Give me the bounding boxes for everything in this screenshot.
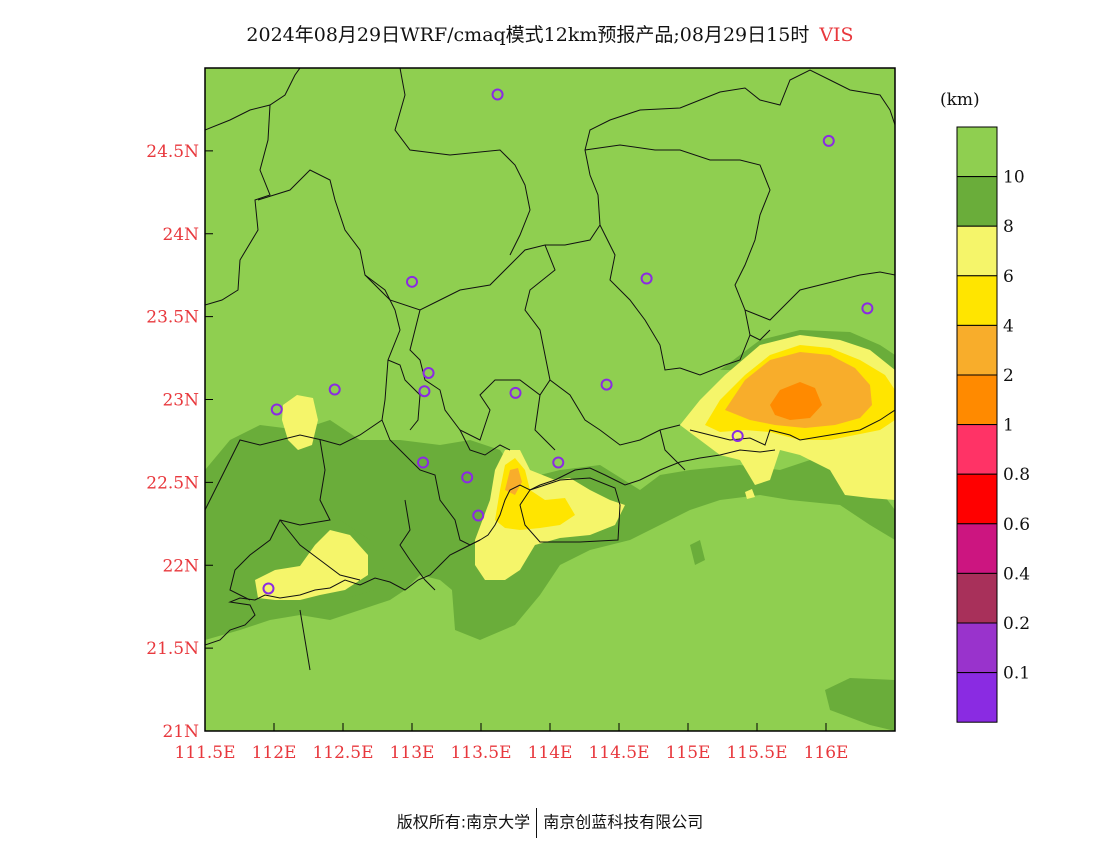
longitude-axis: 111.5E 112E 112.5E 113E 113.5E 114E 114.5E 115E… bbox=[174, 723, 848, 763]
colorbar-swatch bbox=[956, 572, 998, 624]
station-marker bbox=[262, 582, 275, 595]
colorbar: 10 8 6 4 2 1 0.8 0.6 0.4 0.2 0.1 bbox=[956, 126, 1030, 723]
lat-label: 21N bbox=[162, 722, 199, 742]
lon-label: 112E bbox=[252, 743, 297, 763]
zone-vis-8-small bbox=[690, 540, 705, 565]
zone-vis-2-center bbox=[505, 468, 522, 495]
colorbar-swatch bbox=[956, 374, 998, 426]
colorbar-label: 4 bbox=[1003, 316, 1014, 336]
colorbar-swatch bbox=[956, 424, 998, 475]
lon-label: 115.5E bbox=[726, 743, 787, 763]
station-marker bbox=[418, 385, 431, 398]
colorbar-swatch bbox=[956, 176, 998, 227]
zone-vis-6-west-blob bbox=[282, 395, 318, 450]
colorbar-swatch bbox=[956, 622, 998, 674]
visibility-field bbox=[205, 68, 895, 731]
colorbar-label: 8 bbox=[1003, 217, 1014, 237]
lon-label: 114E bbox=[528, 743, 573, 763]
zone-vis-6-dot bbox=[745, 489, 755, 499]
lon-label: 116E bbox=[804, 743, 849, 763]
station-markers bbox=[262, 88, 874, 595]
footer: 版权所有:南京大学 南京创蓝科技有限公司 bbox=[0, 808, 1100, 838]
colorbar-label: 0.4 bbox=[1003, 564, 1030, 584]
variable-label: VIS bbox=[819, 24, 854, 46]
station-marker bbox=[731, 429, 744, 442]
lat-label: 21.5N bbox=[146, 639, 199, 659]
zone-vis-1-east bbox=[770, 382, 822, 420]
footer-separator bbox=[536, 808, 538, 838]
station-marker bbox=[422, 366, 435, 379]
colorbar-unit: (km) bbox=[940, 90, 980, 110]
colorbar-swatch bbox=[956, 225, 998, 277]
station-marker bbox=[270, 403, 283, 416]
colorbar-swatch bbox=[956, 523, 998, 574]
colorbar-label: 0.2 bbox=[1003, 614, 1030, 634]
colorbar-swatch bbox=[956, 672, 998, 723]
colorbar-swatch bbox=[956, 324, 998, 376]
lat-label: 22N bbox=[162, 556, 199, 576]
lat-label: 23N bbox=[162, 391, 199, 411]
station-marker bbox=[461, 471, 474, 484]
lat-label: 22.5N bbox=[146, 473, 199, 493]
station-marker bbox=[600, 378, 613, 391]
copyright-owner: 版权所有:南京大学 bbox=[396, 812, 531, 832]
chart-title: 2024年08月29日WRF/cmaq模式12km预报产品;08月29日15时 V… bbox=[0, 20, 1100, 47]
station-marker bbox=[472, 509, 485, 522]
admin-borders bbox=[205, 68, 895, 601]
lon-label: 113E bbox=[390, 743, 435, 763]
colorbar-swatch bbox=[956, 126, 998, 178]
station-marker bbox=[822, 134, 835, 147]
city-boundary bbox=[519, 477, 621, 543]
lat-label: 24.5N bbox=[146, 142, 199, 162]
colorbar-swatch bbox=[956, 275, 998, 326]
lat-label: 23.5N bbox=[146, 308, 199, 328]
colorbar-label: 6 bbox=[1003, 267, 1014, 287]
station-marker bbox=[552, 456, 565, 469]
station-marker bbox=[509, 386, 522, 399]
colorbar-label: 0.6 bbox=[1003, 515, 1030, 535]
station-marker bbox=[861, 302, 874, 315]
company-name: 南京创蓝科技有限公司 bbox=[543, 812, 704, 832]
latitude-axis: 24.5N 24N 23.5N 23N 22.5N 22N 21.5N 21N bbox=[146, 142, 213, 742]
zone-vis-8-se-corner bbox=[825, 678, 895, 731]
lon-label: 114.5E bbox=[588, 743, 649, 763]
lon-label: 113.5E bbox=[450, 743, 511, 763]
colorbar-swatch bbox=[956, 473, 998, 525]
station-marker bbox=[640, 272, 653, 285]
lon-label: 115E bbox=[666, 743, 711, 763]
colorbar-label: 0.1 bbox=[1003, 664, 1030, 684]
lon-label: 111.5E bbox=[174, 743, 235, 763]
lon-label: 112.5E bbox=[312, 743, 373, 763]
colorbar-label: 1 bbox=[1003, 416, 1014, 436]
station-marker bbox=[417, 456, 430, 469]
coastline bbox=[205, 449, 776, 671]
station-marker bbox=[491, 88, 504, 101]
lat-label: 24N bbox=[162, 225, 199, 245]
colorbar-label: 0.8 bbox=[1003, 465, 1030, 485]
station-marker bbox=[406, 275, 418, 288]
title-text: 2024年08月29日WRF/cmaq模式12km预报产品;08月29日15时 bbox=[246, 24, 810, 46]
colorbar-label: 10 bbox=[1003, 168, 1025, 188]
station-marker bbox=[328, 383, 341, 396]
colorbar-label: 2 bbox=[1003, 366, 1014, 386]
